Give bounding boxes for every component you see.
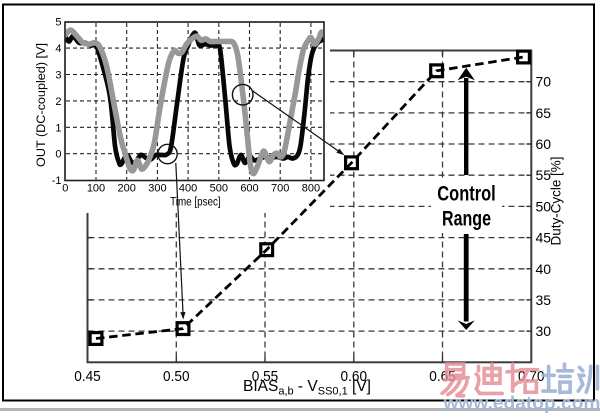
svg-text:0.50: 0.50: [163, 368, 190, 385]
svg-text:5: 5: [55, 17, 61, 29]
svg-text:www.edatop.com: www.edatop.com: [442, 392, 600, 413]
svg-text:OUT (DC-coupled) [V]: OUT (DC-coupled) [V]: [34, 43, 48, 167]
svg-text:4: 4: [55, 43, 61, 55]
svg-text:3: 3: [55, 70, 61, 82]
svg-text:600: 600: [240, 183, 258, 195]
svg-text:BIASa,b - VSS0,1 [V]: BIASa,b - VSS0,1 [V]: [243, 378, 371, 398]
svg-text:Control: Control: [437, 182, 495, 205]
svg-text:35: 35: [536, 292, 552, 308]
svg-text:30: 30: [536, 323, 552, 339]
svg-text:200: 200: [118, 183, 136, 195]
svg-text:1: 1: [55, 122, 61, 134]
svg-text:50: 50: [536, 198, 552, 214]
svg-text:70: 70: [536, 74, 552, 90]
svg-text:2: 2: [55, 96, 61, 108]
svg-text:800: 800: [302, 183, 320, 195]
svg-text:700: 700: [271, 183, 289, 195]
svg-text:60: 60: [536, 136, 552, 152]
svg-text:-1: -1: [52, 175, 62, 187]
svg-text:0.45: 0.45: [74, 368, 101, 385]
svg-text:400: 400: [179, 183, 197, 195]
svg-text:100: 100: [87, 183, 105, 195]
svg-text:Duty-Cycle [%]: Duty-Cycle [%]: [549, 157, 564, 246]
svg-text:65: 65: [536, 105, 552, 121]
svg-text:0.60: 0.60: [341, 368, 368, 385]
svg-text:0: 0: [62, 183, 68, 195]
svg-text:500: 500: [210, 183, 228, 195]
svg-text:Time [psec]: Time [psec]: [170, 196, 221, 208]
svg-text:40: 40: [536, 261, 552, 277]
svg-text:0: 0: [55, 149, 61, 161]
svg-text:300: 300: [148, 183, 166, 195]
svg-text:Range: Range: [442, 208, 491, 231]
svg-text:55: 55: [536, 167, 552, 183]
svg-text:0.55: 0.55: [252, 368, 279, 385]
svg-text:45: 45: [536, 230, 552, 246]
